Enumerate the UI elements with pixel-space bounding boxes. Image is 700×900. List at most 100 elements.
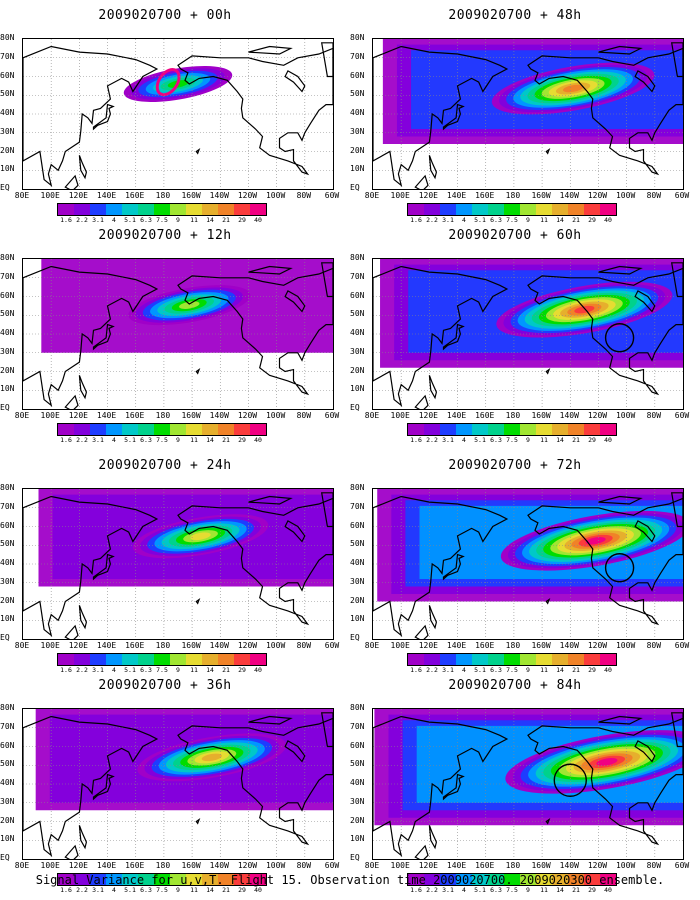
lon-label: 140E bbox=[446, 411, 467, 420]
graticule bbox=[23, 39, 333, 189]
lon-label: 140W bbox=[559, 641, 579, 650]
lon-label: 100E bbox=[40, 861, 60, 870]
panel-title: 2009020700 + 60h bbox=[448, 228, 582, 243]
lat-label: 60N bbox=[350, 290, 365, 300]
lat-label: 30N bbox=[0, 796, 15, 806]
colorbar-swatch bbox=[170, 424, 186, 435]
colorbar-swatch bbox=[74, 874, 90, 885]
colorbar-swatch bbox=[186, 654, 202, 665]
colorbar-label: 3.1 bbox=[442, 666, 454, 674]
lat-label: 40N bbox=[350, 108, 365, 117]
colorbar-label: 14 bbox=[556, 436, 564, 444]
coastlines bbox=[23, 492, 333, 639]
lon-label: 160E bbox=[475, 641, 495, 650]
lat-label: 30N bbox=[0, 126, 15, 136]
colorbar-label: 4 bbox=[112, 886, 116, 894]
colorbar-swatch bbox=[186, 874, 202, 885]
colorbar-swatch bbox=[234, 204, 250, 215]
colorbar-swatch bbox=[552, 874, 568, 885]
colorbar-label: 5.1 bbox=[124, 666, 136, 674]
lon-label: 140W bbox=[559, 191, 579, 200]
map-plot-area bbox=[372, 488, 684, 640]
colorbar-swatch bbox=[552, 204, 568, 215]
lat-label: 60N bbox=[350, 70, 365, 80]
colorbar-swatch bbox=[186, 204, 202, 215]
coastlines bbox=[23, 42, 333, 189]
colorbar-label: 7.5 bbox=[506, 886, 518, 894]
lat-label: 50N bbox=[350, 759, 365, 769]
colorbar-label: 3.1 bbox=[92, 216, 104, 224]
colorbar-label: 14 bbox=[206, 666, 214, 674]
map-plot-area bbox=[22, 258, 334, 410]
lon-label: 60W bbox=[674, 191, 690, 200]
colorbar-label: 6.3 bbox=[140, 216, 152, 224]
coastlines bbox=[373, 712, 683, 859]
colorbar-label: 11 bbox=[190, 216, 198, 224]
lat-label: 30N bbox=[350, 576, 365, 586]
panel-title: 2009020700 + 24h bbox=[98, 458, 232, 473]
colorbar-label: 29 bbox=[238, 436, 246, 444]
colorbar-swatch bbox=[234, 874, 250, 885]
lat-label: 50N bbox=[0, 759, 15, 769]
colorbar-swatch bbox=[600, 874, 616, 885]
colorbar-swatch bbox=[154, 874, 170, 885]
colorbar-label: 21 bbox=[222, 666, 230, 674]
colorbar-swatch bbox=[424, 424, 440, 435]
lon-label: 160W bbox=[531, 861, 551, 870]
lat-label: EQ bbox=[350, 183, 360, 192]
map-panel: 2009020700 + 24h 80N 70N 60N 50N 40N 30N 20N 10N… bbox=[0, 458, 345, 680]
lat-label: 10N bbox=[350, 164, 365, 174]
colorbar-swatch bbox=[456, 654, 472, 665]
lat-label: 30N bbox=[350, 796, 365, 806]
lat-label: 60N bbox=[0, 290, 15, 300]
lon-label: 140W bbox=[209, 641, 229, 650]
colorbar-swatch bbox=[250, 424, 266, 435]
colorbar-swatch bbox=[504, 654, 520, 665]
circle-marker bbox=[604, 323, 635, 353]
lon-label: 140E bbox=[446, 191, 467, 200]
lon-label: 120E bbox=[68, 411, 88, 420]
graticule bbox=[23, 259, 333, 409]
lat-label: 70N bbox=[350, 721, 365, 731]
colorbar-swatch bbox=[568, 204, 584, 215]
graticule bbox=[373, 259, 683, 409]
map-panel: 2009020700 + 84h 80N 70N 60N 50N 40N 30N 20N 10N… bbox=[350, 678, 695, 900]
lon-label: 120W bbox=[237, 641, 258, 650]
colorbar-label: 29 bbox=[588, 216, 596, 224]
colorbar-swatch bbox=[218, 204, 234, 215]
lat-label: 60N bbox=[0, 520, 15, 530]
colorbar-label: 9 bbox=[176, 216, 180, 224]
colorbar-label: 21 bbox=[572, 886, 580, 894]
colorbar-swatch bbox=[440, 874, 456, 885]
colorbar-swatch bbox=[122, 654, 138, 665]
lat-label: 50N bbox=[0, 309, 15, 319]
colorbar-label: 14 bbox=[206, 436, 214, 444]
lon-label: 160W bbox=[181, 411, 201, 420]
colorbar-swatch bbox=[250, 204, 266, 215]
lat-label: 40N bbox=[350, 558, 365, 567]
coastlines bbox=[23, 712, 333, 859]
colorbar-swatch bbox=[58, 424, 74, 435]
colorbar-label: 7.5 bbox=[156, 886, 168, 894]
lat-label: 70N bbox=[0, 51, 15, 61]
colorbar-swatch bbox=[154, 424, 170, 435]
lat-label: EQ bbox=[0, 853, 10, 862]
map-panel: 2009020700 + 48h 80N 70N 60N 50N 40N 30N 20N 10N… bbox=[350, 8, 695, 230]
colorbar-label: 5.1 bbox=[474, 216, 486, 224]
colorbar-label: 6.3 bbox=[490, 886, 502, 894]
colorbar-swatch bbox=[440, 654, 456, 665]
colorbar-label: 6.3 bbox=[140, 436, 152, 444]
colorbar-label: 6.3 bbox=[140, 886, 152, 894]
lon-label: 180 bbox=[505, 641, 521, 650]
variance-contour bbox=[190, 532, 211, 541]
colorbar-swatch bbox=[568, 654, 584, 665]
colorbar-swatch bbox=[600, 654, 616, 665]
lon-label: 80W bbox=[646, 191, 662, 200]
lon-label: 100E bbox=[40, 411, 60, 420]
colorbar-label: 9 bbox=[176, 666, 180, 674]
colorbar-label: 40 bbox=[604, 436, 612, 444]
lon-label: 120W bbox=[237, 411, 258, 420]
colorbar-label: 6.3 bbox=[490, 666, 502, 674]
lon-label: 80E bbox=[364, 861, 380, 870]
observation-peak bbox=[155, 68, 181, 97]
